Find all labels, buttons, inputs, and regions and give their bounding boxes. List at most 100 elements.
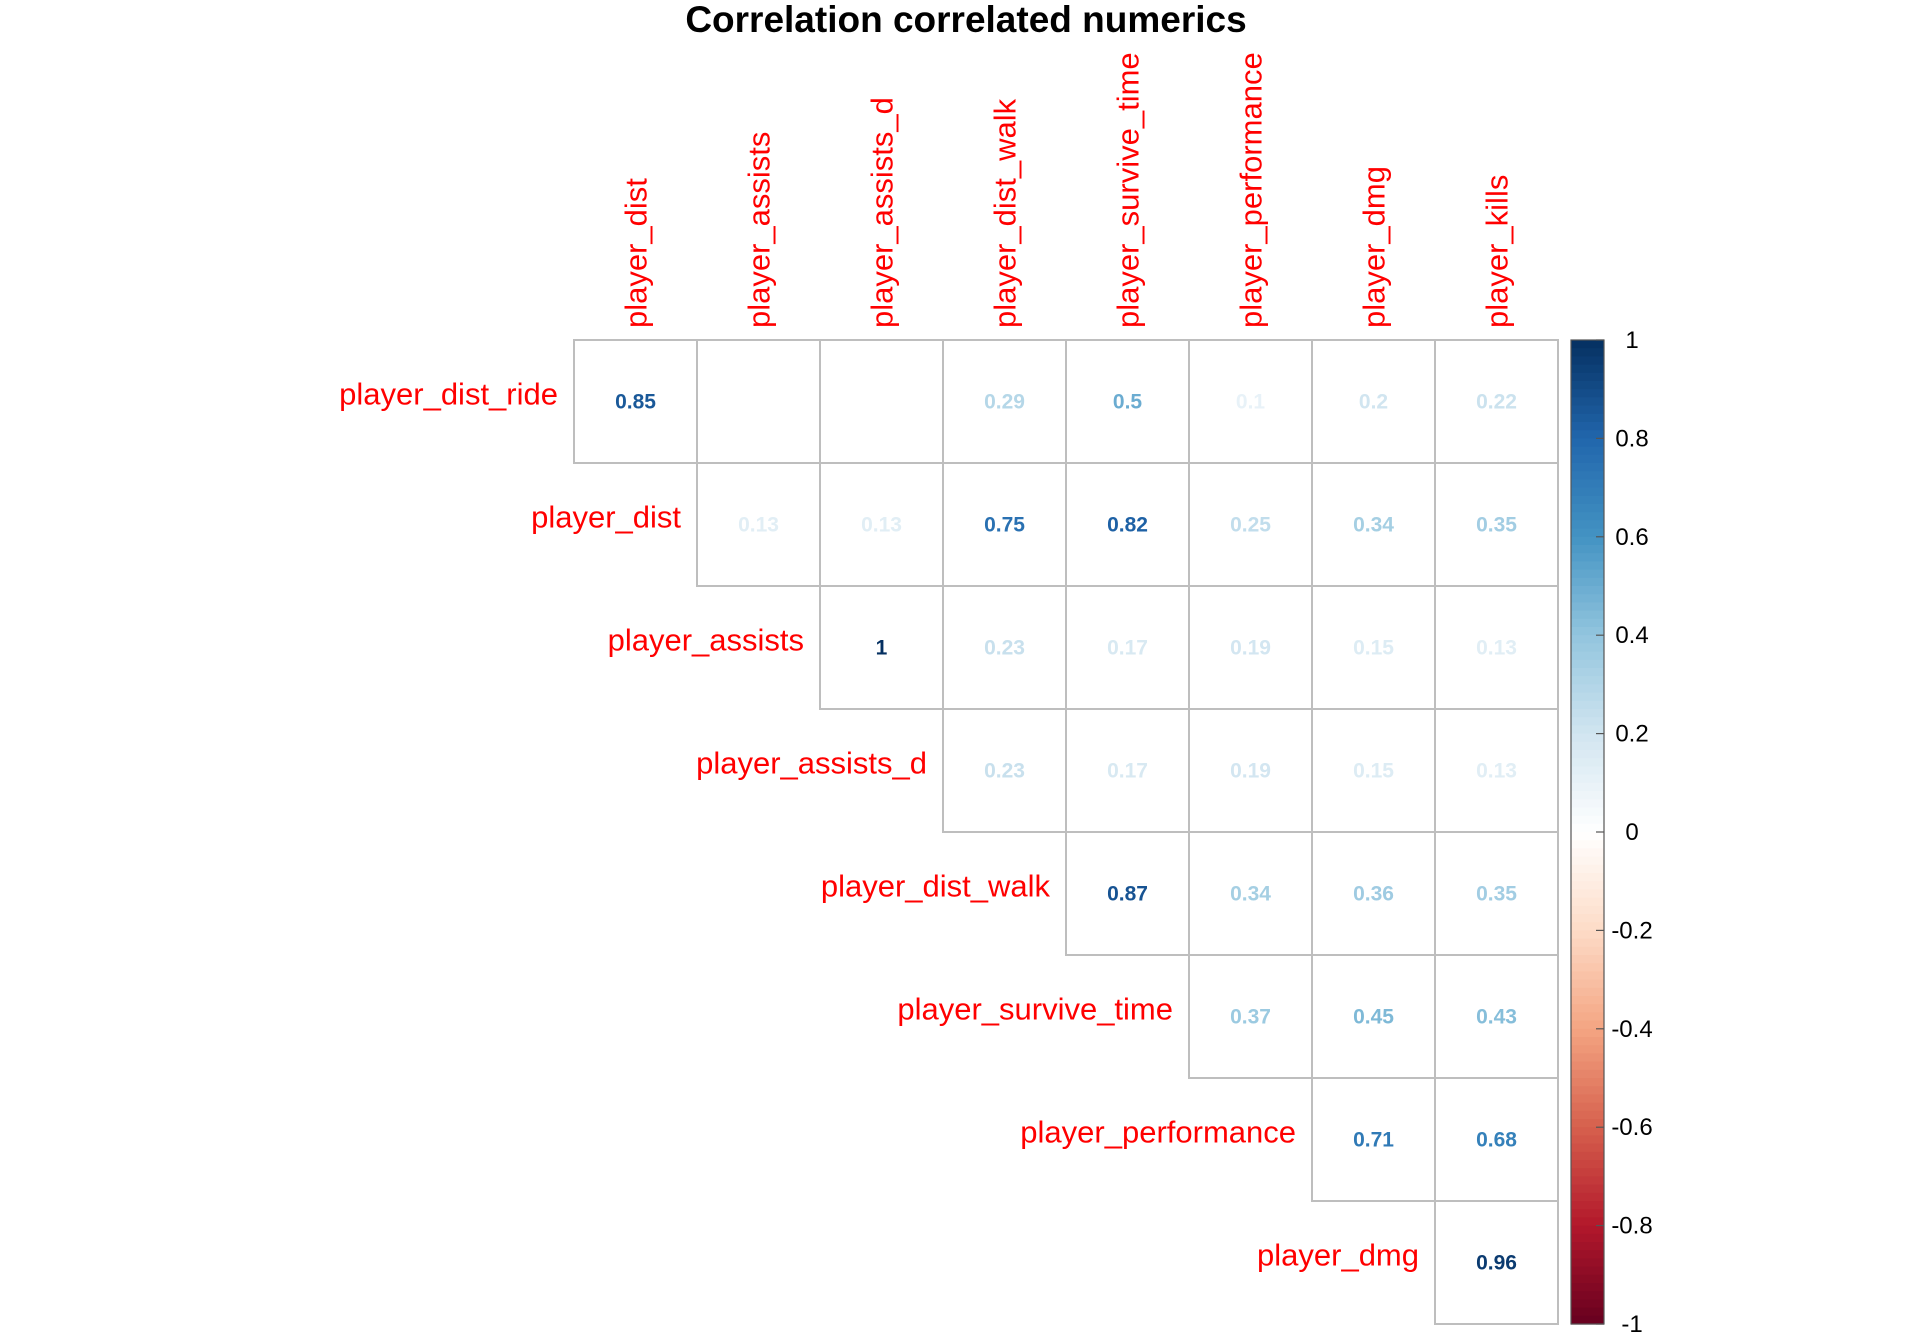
colorbar-segment	[1571, 815, 1604, 825]
heatmap-cell	[1311, 708, 1436, 833]
heatmap-cell	[1311, 462, 1436, 587]
heatmap-cell	[1065, 831, 1190, 956]
cell-value-label: 0.25	[1230, 514, 1271, 537]
colorbar-segment	[1571, 364, 1604, 374]
colorbar-segment	[1571, 1127, 1604, 1136]
row-label: player_dist	[531, 500, 681, 535]
colorbar-segment	[1571, 881, 1604, 890]
colorbar-segment	[1571, 512, 1604, 521]
colorbar-segment	[1571, 340, 1604, 349]
colorbar-segment	[1571, 635, 1604, 644]
heatmap-cell	[1065, 708, 1190, 833]
cell-value-label: 0.23	[984, 637, 1025, 660]
column-label: player_survive_time	[1111, 52, 1146, 328]
colorbar-segment	[1571, 1168, 1604, 1177]
heatmap-cell	[1434, 1077, 1559, 1202]
colorbar-segment	[1571, 1209, 1604, 1218]
colorbar-segment	[1571, 1012, 1604, 1022]
cell-value-label: 0.29	[984, 391, 1025, 414]
colorbar-segment	[1571, 610, 1604, 620]
column-label: player_dist	[619, 178, 654, 328]
colorbar-segment	[1571, 413, 1604, 423]
colorbar-segment	[1571, 651, 1604, 661]
colorbar-segment	[1571, 372, 1604, 382]
colorbar-segment	[1571, 832, 1604, 841]
heatmap-cell	[1434, 954, 1559, 1079]
heatmap-cell	[696, 462, 821, 587]
colorbar-segment	[1571, 1037, 1604, 1046]
colorbar-segment	[1571, 725, 1604, 735]
colorbar-segment	[1571, 807, 1604, 817]
colorbar-legend: 1 0.8 0.6 0.4 0.2 0 -0.2 -0.4 -0.6 -0.8 -1	[1570, 327, 1653, 1338]
cell-value-label: 0.19	[1230, 637, 1271, 660]
colorbar-segment	[1571, 659, 1604, 669]
colorbar-segment	[1571, 1086, 1604, 1095]
row-label: player_dmg	[1257, 1238, 1419, 1273]
colorbar-segment	[1571, 955, 1604, 964]
colorbar-segment	[1571, 1307, 1604, 1317]
colorbar-segment	[1571, 1078, 1604, 1087]
colorbar-segment	[1571, 1094, 1604, 1104]
colorbar-segment	[1571, 1069, 1604, 1079]
colorbar-segment	[1571, 405, 1604, 415]
colorbar-segment	[1571, 1160, 1604, 1169]
heatmap-cell	[1065, 339, 1190, 464]
cell-value-label: 0.43	[1476, 1006, 1517, 1029]
colorbar-segment	[1571, 1201, 1604, 1210]
colorbar-segment	[1571, 914, 1604, 923]
colorbar-segment	[1571, 1184, 1604, 1194]
colorbar-segment	[1571, 528, 1604, 538]
colorbar-tick-label: -1	[1621, 1311, 1642, 1338]
cell-value-label: 0.15	[1353, 637, 1394, 660]
row-label: player_dist_walk	[821, 869, 1051, 904]
colorbar-segment	[1571, 750, 1604, 759]
colorbar-segment	[1571, 733, 1604, 743]
column-label: player_assists_d	[865, 97, 900, 328]
cell-value-label: 0.71	[1353, 1129, 1394, 1152]
colorbar-segment	[1571, 520, 1604, 530]
colorbar-segment	[1571, 848, 1604, 858]
colorbar-segment	[1571, 963, 1604, 972]
colorbar-segment	[1571, 1020, 1604, 1030]
heatmap-cell	[1311, 585, 1436, 710]
colorbar-segment	[1571, 840, 1604, 849]
colorbar-segment	[1571, 381, 1604, 390]
colorbar-segment	[1571, 905, 1604, 915]
cell-value-label: 0.75	[984, 514, 1025, 537]
heatmap-cell	[819, 462, 944, 587]
cell-value-label: 0.13	[738, 514, 779, 537]
cell-value-label: 0.34	[1353, 514, 1394, 537]
cell-value-label: 0.13	[861, 514, 902, 537]
row-label: player_assists	[608, 623, 804, 658]
colorbar-segment	[1571, 1233, 1604, 1243]
colorbar-segment	[1571, 930, 1604, 940]
cell-value-label: 0.19	[1230, 760, 1271, 783]
heatmap-cell	[1311, 831, 1436, 956]
heatmap-cell	[819, 585, 944, 710]
colorbar-tick-label: 0	[1625, 819, 1638, 846]
cell-value-label: 0.36	[1353, 883, 1394, 906]
cell-value-label: 0.68	[1476, 1129, 1517, 1152]
colorbar-tick-label: -0.6	[1611, 1114, 1652, 1141]
cell-value-label: 0.35	[1476, 883, 1517, 906]
colorbar-segment	[1571, 856, 1604, 866]
colorbar-segment	[1571, 1274, 1604, 1284]
row-label: player_assists_d	[696, 746, 927, 781]
cell-value-label: 0.13	[1476, 760, 1517, 783]
colorbar-segment	[1571, 717, 1604, 726]
heatmap-cell	[819, 339, 944, 464]
colorbar-segment	[1571, 700, 1604, 710]
cell-value-labels: 0.85 0.29 0.5 0.1 0.2 0.22 0.13 0.13 0.75 0.82 0.2…	[615, 391, 1517, 1275]
heatmap-cell	[1434, 708, 1559, 833]
colorbar-segment	[1571, 1004, 1604, 1013]
column-labels: player_dist player_assists player_assists_…	[619, 52, 1515, 328]
colorbar-segment	[1571, 987, 1604, 997]
heatmap-cell	[1434, 1200, 1559, 1325]
colorbar-segment	[1571, 389, 1604, 398]
colorbar-segment	[1571, 873, 1604, 882]
colorbar-segment	[1571, 1119, 1604, 1128]
heatmap-cell	[942, 339, 1067, 464]
cell-value-label: 0.2	[1359, 391, 1388, 414]
heatmap-cell	[1188, 954, 1313, 1079]
